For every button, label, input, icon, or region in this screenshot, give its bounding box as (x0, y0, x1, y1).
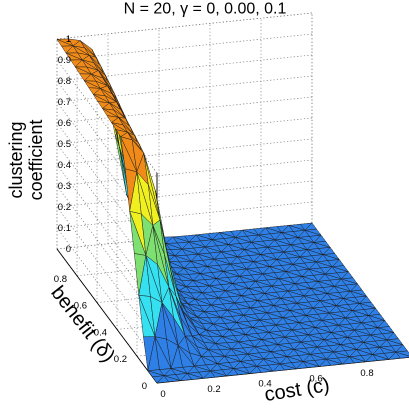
z-tick-label-7: 0.7 (58, 97, 71, 108)
surface-mesh (56, 38, 409, 384)
surface-face-816 (186, 373, 204, 380)
tick-labels: 0 0.1 0.2 0.3 0.4 0.5 0.6 0.7 0.8 0.9 1 0 0.2 0.4 0.6 0… (54, 34, 374, 400)
y-axis-label: benefit (δ) (46, 282, 119, 367)
surface-face-963 (372, 354, 390, 361)
y-tick-label-0: 0 (142, 381, 147, 392)
grid-line-4 (56, 138, 313, 166)
grid-line-6 (56, 96, 313, 124)
grid-line-19 (56, 206, 158, 342)
surface-face-932 (302, 361, 320, 368)
z-tick-label-5: 0.5 (58, 139, 71, 150)
z-tick-label-10: 1 (66, 34, 71, 45)
z-tick-label-0: 0 (66, 244, 71, 255)
x-tick-label-0: 0 (160, 389, 165, 400)
z-tick-label-3: 0.3 (58, 181, 71, 192)
grid-line-5 (56, 117, 313, 145)
x-tick-label-3: 0.6 (309, 373, 322, 384)
y-axis-line (56, 248, 158, 384)
x-tick-label-1: 0.2 (207, 384, 220, 395)
grid-line-18 (56, 227, 158, 363)
surface-face-955 (349, 356, 366, 364)
z-tick-label-4: 0.4 (58, 160, 71, 171)
grid-line-2 (56, 180, 313, 208)
surface-face-894 (256, 366, 274, 373)
surface-face-967 (395, 351, 409, 359)
x-axis-label: cost (c) (263, 374, 331, 406)
surface-face-871 (233, 368, 250, 375)
grid-line-3 (56, 159, 313, 187)
surface-face-782 (163, 375, 181, 383)
z-tick-label-2: 0.2 (58, 202, 71, 213)
chart-title: N = 20, γ = 0, 0.00, 0.1 (124, 0, 287, 17)
grid-line-1 (56, 201, 313, 229)
z-axis-label-line1: clustering (6, 121, 26, 198)
surface-face-944 (326, 358, 343, 366)
y-tick-label-1: 0.2 (114, 354, 127, 365)
y-tick-label-4: 0.8 (54, 274, 67, 285)
y-tick-label-2: 0.4 (94, 327, 107, 338)
y-tick-label-3: 0.6 (74, 301, 87, 312)
surface-face-844 (210, 370, 227, 378)
z-tick-label-8: 0.8 (58, 76, 71, 87)
x-tick-label-4: 0.8 (360, 368, 373, 379)
z-tick-label-9: 0.9 (58, 55, 71, 66)
z-tick-label-1: 0.1 (58, 223, 71, 234)
x-tick-label-2: 0.4 (258, 379, 271, 390)
z-tick-label-6: 0.6 (58, 118, 71, 129)
surface-face-914 (279, 363, 297, 371)
z-axis-label-line2: coefficient (26, 120, 46, 201)
